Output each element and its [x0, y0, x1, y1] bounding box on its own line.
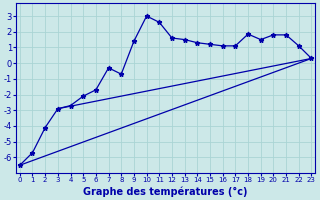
X-axis label: Graphe des températures (°c): Graphe des températures (°c): [84, 186, 248, 197]
